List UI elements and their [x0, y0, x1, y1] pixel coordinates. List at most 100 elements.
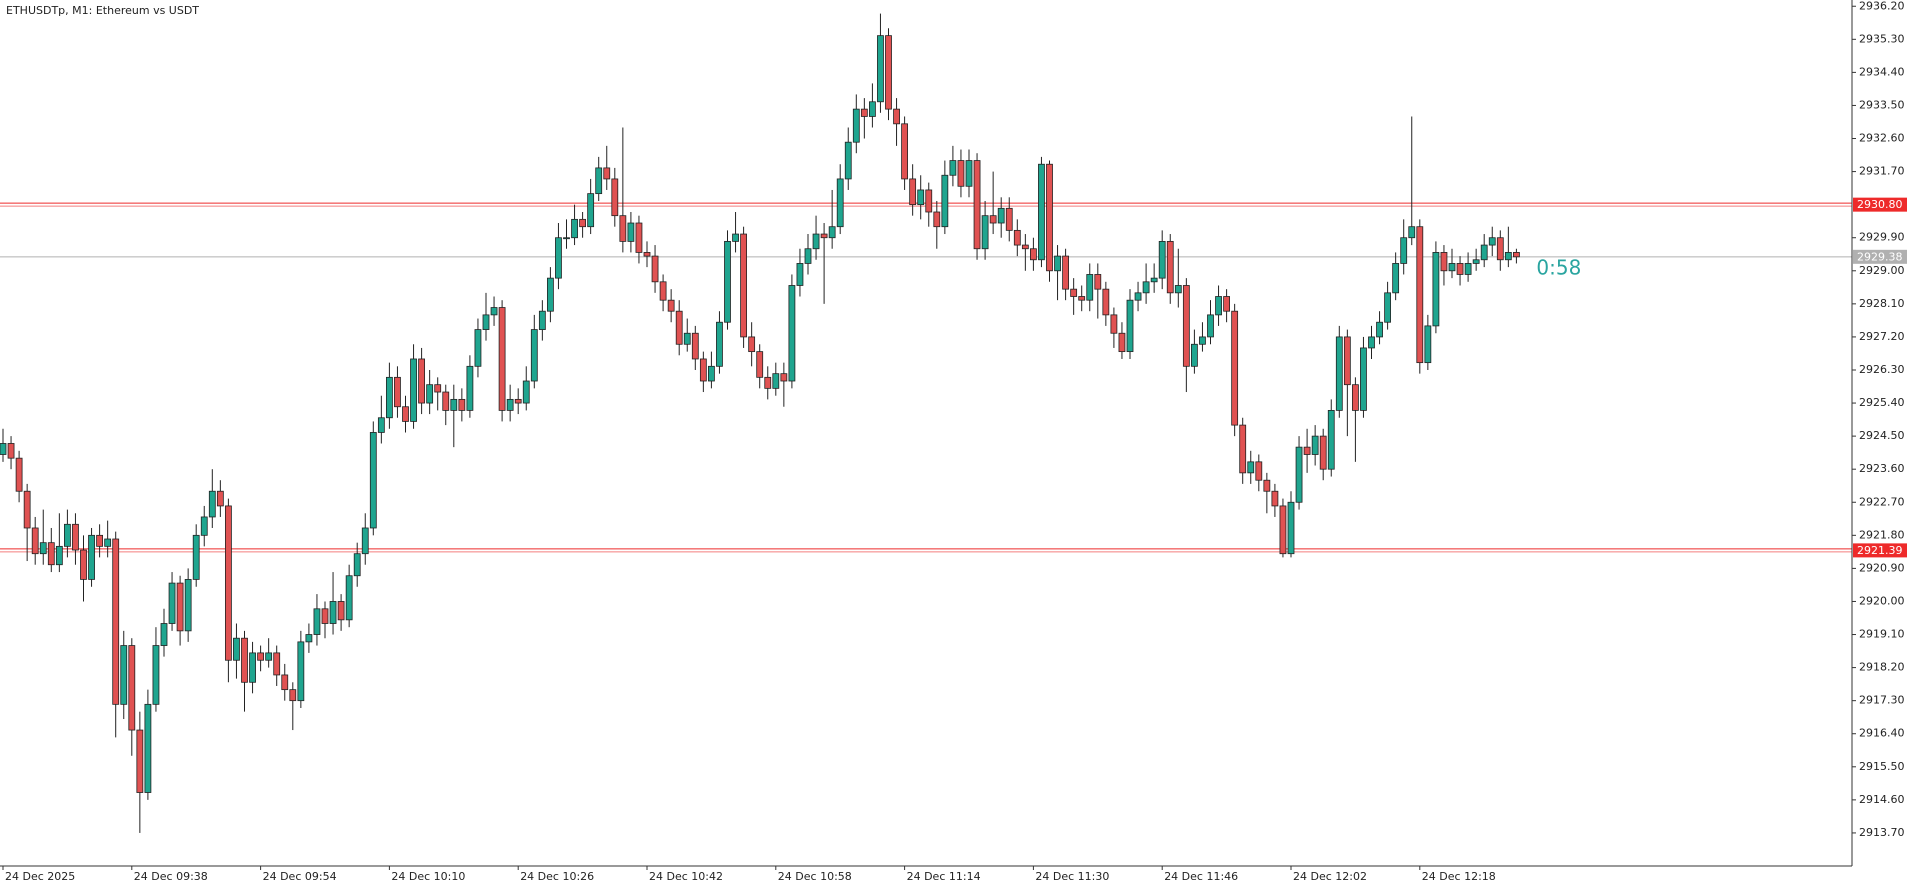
candle-body [410, 358, 417, 422]
candle-body [852, 108, 860, 143]
candle-body [981, 215, 989, 250]
candle-body [1432, 252, 1440, 327]
candle-body [1038, 163, 1045, 261]
candle-body [88, 534, 95, 580]
candle-body [804, 248, 812, 264]
y-tick-label: 2919.10 [1859, 628, 1905, 641]
y-tick-label: 2931.70 [1859, 165, 1905, 178]
candle-body [466, 365, 474, 411]
candle-body [1142, 281, 1150, 294]
candle-body [192, 534, 200, 580]
candle-body [571, 218, 578, 239]
candle-body [844, 141, 852, 180]
candle-body [836, 178, 844, 228]
candle-body [1199, 336, 1206, 345]
candle-body [1215, 296, 1222, 316]
candle-body [1150, 277, 1158, 283]
candle-body [555, 237, 562, 279]
y-tick-label: 2929.00 [1859, 264, 1905, 277]
candle-body [563, 237, 570, 240]
candle-body [756, 351, 764, 378]
candle-body [385, 376, 393, 419]
candle-body [80, 549, 87, 580]
candle-body [72, 523, 79, 551]
candle-body [265, 652, 273, 661]
candle-body [498, 307, 506, 411]
candle-body [659, 281, 667, 301]
candle-body [297, 641, 305, 702]
y-tick-label: 2920.90 [1859, 561, 1905, 574]
candle-body [136, 729, 144, 793]
candle-body [337, 601, 345, 621]
candle-body [1013, 229, 1021, 246]
candle-body [96, 534, 103, 547]
candle-body [1303, 446, 1311, 455]
candle-body [1295, 446, 1303, 503]
candle-body [885, 35, 892, 110]
candle-body [1134, 292, 1142, 301]
x-tick-label: 24 Dec 09:38 [134, 870, 208, 883]
y-tick-label: 2933.50 [1859, 98, 1905, 111]
candle-body [965, 160, 973, 187]
candle-body [893, 108, 900, 125]
candle-body [241, 637, 248, 683]
x-tick-label: 24 Dec 11:46 [1164, 870, 1238, 883]
candle-body [1488, 237, 1496, 246]
candle-body [1078, 296, 1086, 301]
candle-body [1376, 321, 1383, 338]
timer: 0:58 [1536, 255, 1581, 279]
y-tick-label: 2926.30 [1859, 363, 1905, 376]
candle-body [530, 329, 538, 382]
candle-body [651, 255, 659, 283]
candle-body [1384, 292, 1391, 323]
candle-body [587, 193, 595, 228]
candle-body [273, 652, 281, 676]
candle-body [1335, 336, 1343, 411]
candle-body [31, 527, 39, 555]
candle-body [1086, 274, 1094, 301]
level-label-bg [1853, 197, 1907, 212]
candle-body [1239, 424, 1247, 474]
y-tick-label: 2916.40 [1859, 727, 1905, 740]
candle-body [160, 623, 168, 646]
candle-body [1247, 461, 1255, 474]
candle-body [997, 207, 1005, 224]
candle-body [257, 652, 265, 661]
candle-body [128, 645, 136, 731]
candle-body [369, 432, 377, 529]
x-tick-label: 24 Dec 09:54 [263, 870, 337, 883]
candle-body [361, 527, 369, 555]
candle-body [643, 252, 651, 257]
candle-body [1472, 259, 1480, 264]
y-tick-label: 2935.30 [1859, 32, 1905, 45]
candle-body [820, 233, 828, 239]
candle-body [514, 398, 522, 404]
candle-body [23, 490, 31, 529]
x-tick-label: 24 Dec 12:02 [1293, 870, 1367, 883]
candle-body [699, 358, 707, 382]
candle-body [635, 222, 643, 253]
candle-body [39, 542, 47, 555]
candle-body [394, 376, 401, 408]
candle-body [313, 608, 321, 635]
candle-body [450, 398, 458, 411]
bid-label: 2929.38 [1857, 250, 1903, 263]
candle-body [55, 545, 63, 566]
candle-body [233, 637, 240, 661]
candle-body [1513, 252, 1520, 258]
candle-body [305, 634, 313, 643]
candle-body [909, 178, 917, 206]
candle-body [1352, 384, 1359, 411]
candle-body [120, 645, 128, 705]
candle-body [989, 215, 997, 224]
candle-body [47, 542, 55, 566]
candle-body [1480, 244, 1488, 261]
candle-body [1102, 288, 1110, 316]
candle-body [748, 336, 756, 353]
candle-body [1271, 490, 1279, 507]
candle-body [860, 108, 868, 117]
candle-body [281, 674, 289, 691]
candle-body [1287, 501, 1295, 555]
candle-body [200, 516, 208, 536]
